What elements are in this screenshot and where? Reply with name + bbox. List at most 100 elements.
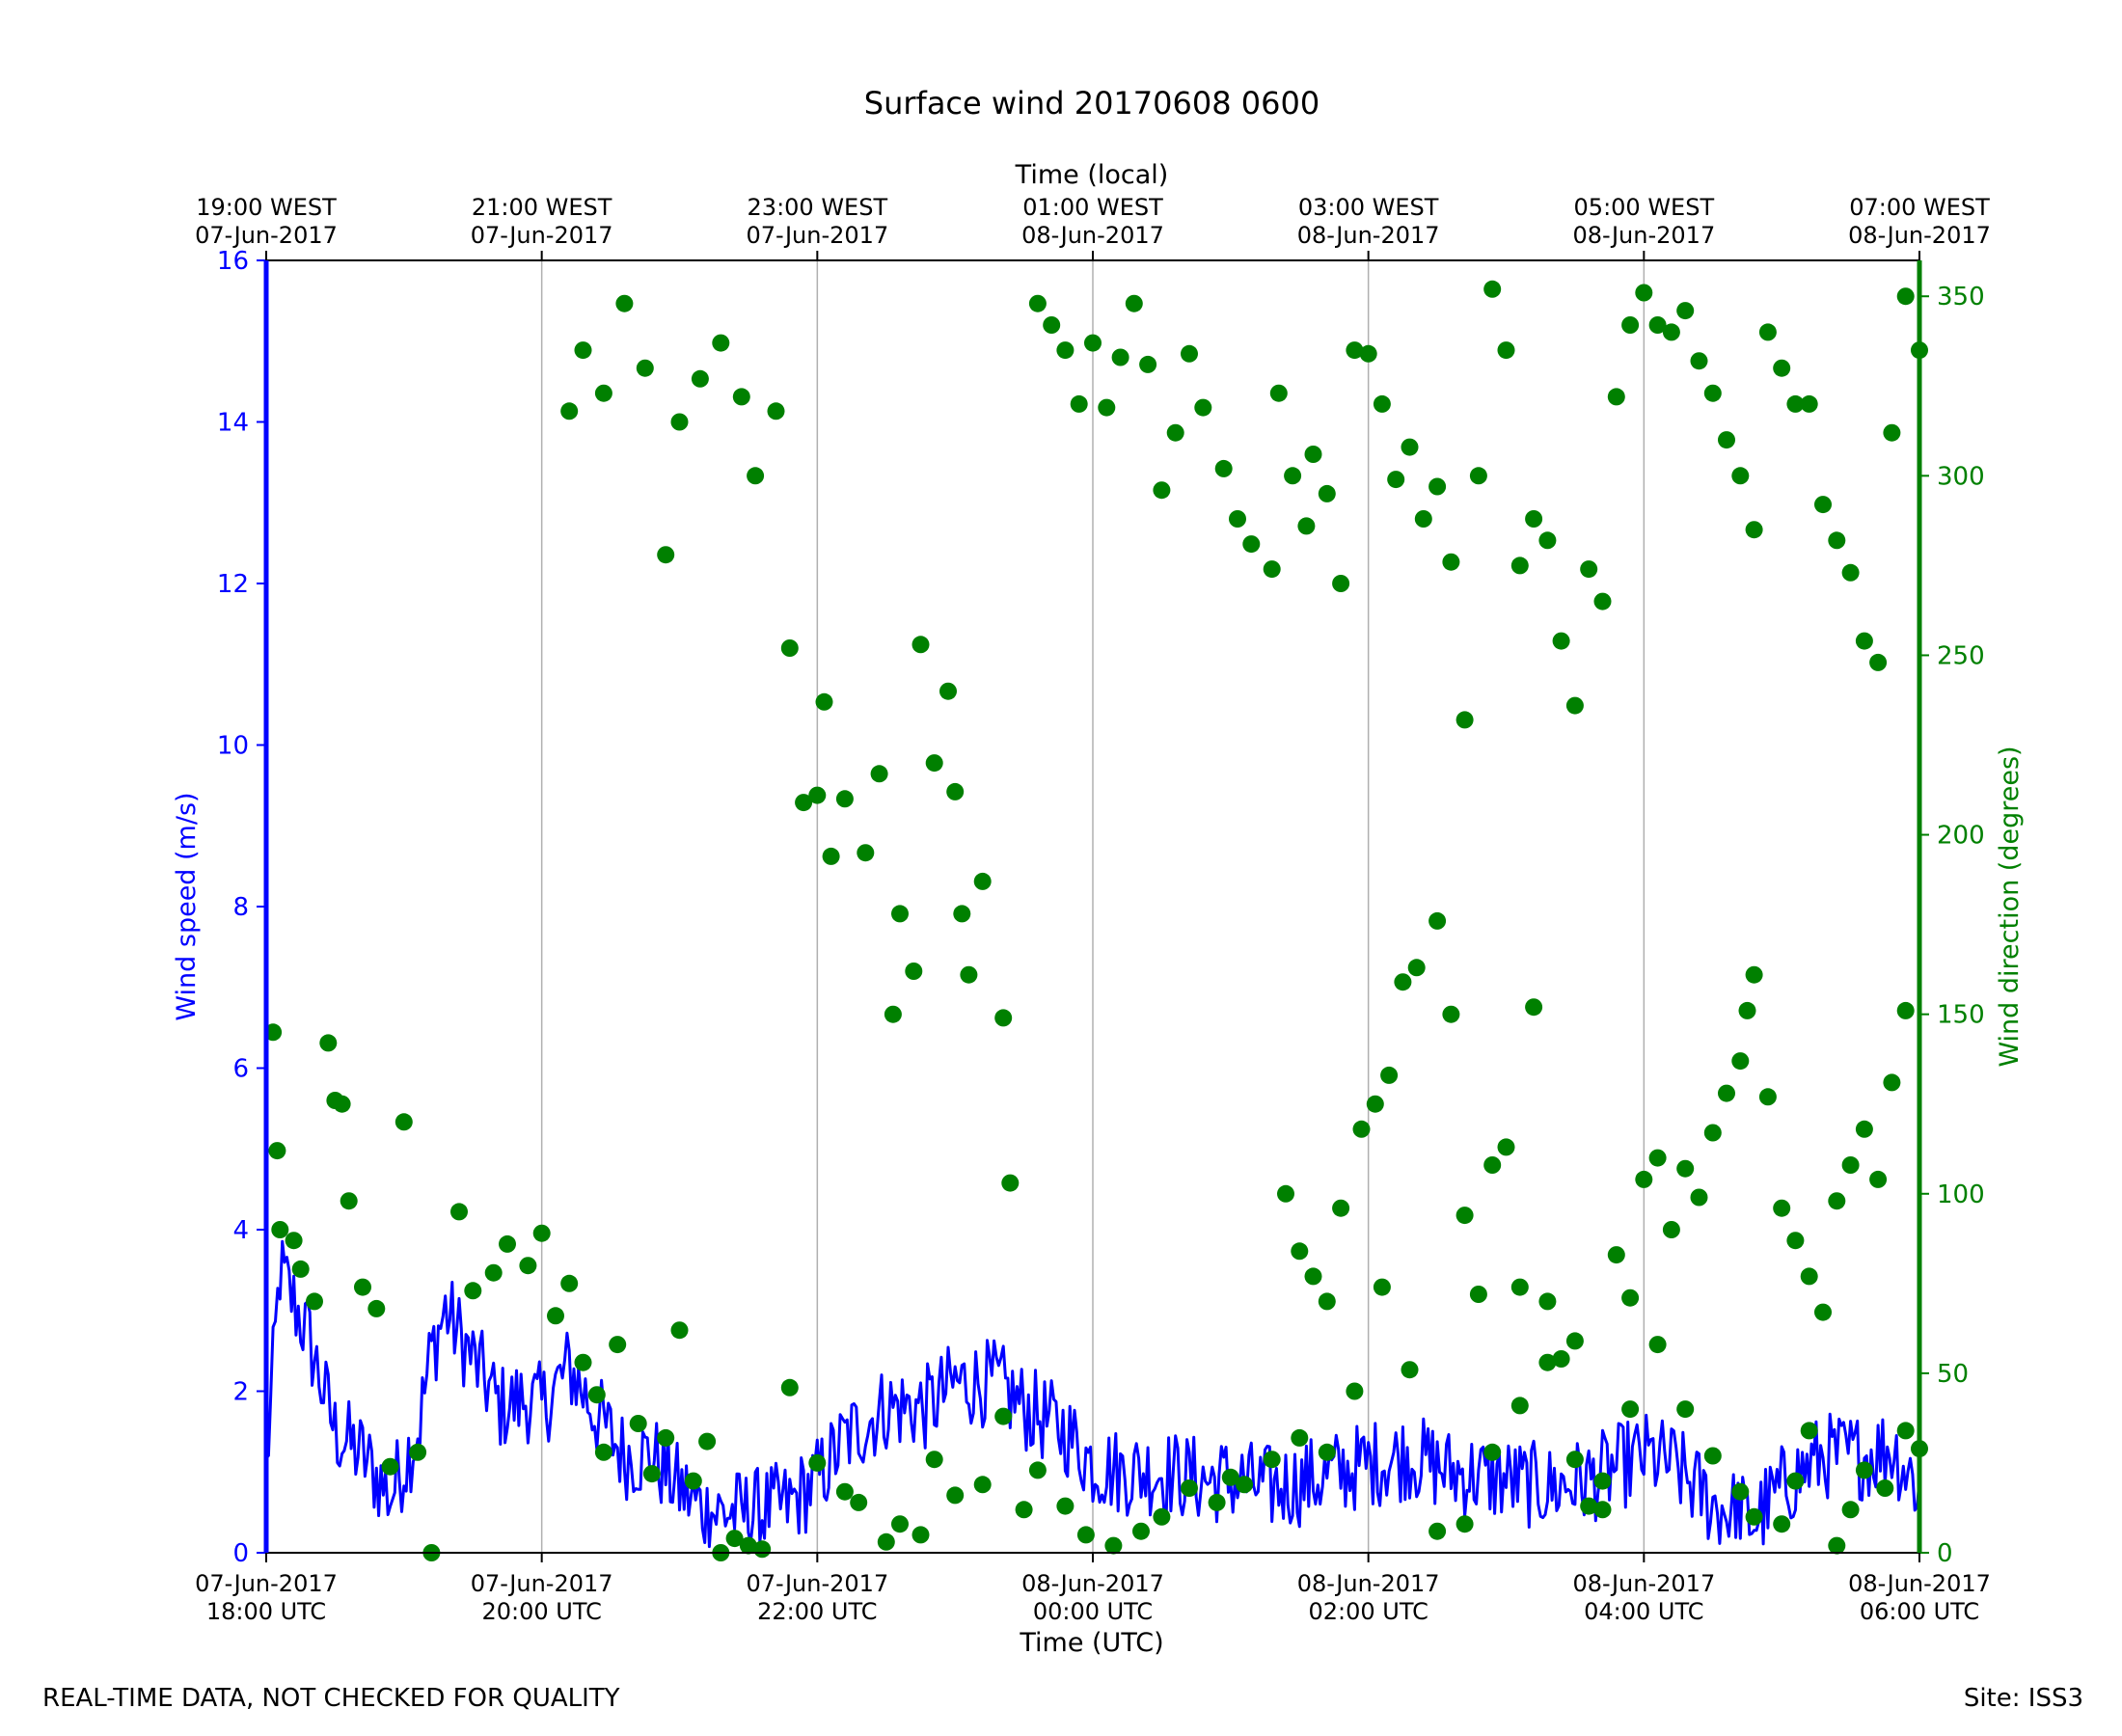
wind-direction-point xyxy=(670,1321,689,1340)
wind-direction-point xyxy=(1869,653,1888,671)
wind-direction-point xyxy=(1098,398,1116,417)
wind-direction-point xyxy=(1076,1526,1095,1544)
wind-direction-point xyxy=(1284,467,1302,485)
wind-direction-point xyxy=(594,1443,612,1461)
site-label: Site: ISS3 xyxy=(1963,1684,2083,1713)
wind-direction-point xyxy=(712,334,730,352)
wind-direction-point xyxy=(1401,1361,1419,1379)
wind-direction-point xyxy=(381,1457,399,1476)
wind-direction-point xyxy=(1676,1400,1695,1419)
wind-direction-point xyxy=(319,1034,338,1052)
top-tick-label: 08-Jun-2017 xyxy=(1021,222,1164,249)
top-tick-label: 05:00 WEST xyxy=(1574,194,1715,221)
wind-direction-point xyxy=(1738,1001,1756,1019)
wind-direction-point xyxy=(822,847,840,865)
wind-direction-point xyxy=(560,1274,579,1292)
wind-direction-point xyxy=(1676,1159,1695,1178)
chart-title: Surface wind 20170608 0600 xyxy=(864,85,1319,122)
wind-direction-point xyxy=(1304,1267,1322,1286)
wind-direction-point xyxy=(1703,384,1722,402)
wind-direction-point xyxy=(835,1482,854,1501)
wind-direction-point xyxy=(1084,334,1102,352)
wind-direction-point xyxy=(264,1023,283,1042)
wind-direction-point xyxy=(691,369,709,388)
left-axis-label: Wind speed (m/s) xyxy=(172,792,202,1020)
bottom-tick-label: 00:00 UTC xyxy=(1033,1598,1153,1625)
wind-direction-point xyxy=(1318,1443,1336,1461)
wind-direction-point xyxy=(1291,1242,1309,1261)
left-tick-label: 0 xyxy=(232,1539,249,1568)
wind-direction-point xyxy=(1428,1522,1447,1540)
grid-lines xyxy=(540,260,1646,1553)
wind-direction-point xyxy=(1662,323,1680,341)
wind-direction-point xyxy=(1318,1292,1336,1311)
bottom-tick-label: 06:00 UTC xyxy=(1860,1598,1979,1625)
wind-direction-point xyxy=(1745,965,1763,984)
wind-direction-point xyxy=(1214,459,1233,477)
right-tick-label: 250 xyxy=(1937,641,1985,670)
wind-direction-point xyxy=(1291,1428,1309,1447)
wind-direction-point xyxy=(1028,1461,1047,1479)
left-tick-label: 6 xyxy=(232,1055,249,1084)
wind-direction-point xyxy=(1428,477,1447,496)
wind-direction-point xyxy=(560,402,579,420)
wind-direction-point xyxy=(1565,696,1584,715)
wind-direction-point xyxy=(1442,553,1460,571)
wind-direction-point xyxy=(609,1336,627,1354)
wind-direction-point xyxy=(1648,1149,1667,1167)
bottom-tick-label: 08-Jun-2017 xyxy=(1297,1570,1440,1597)
wind-direction-point xyxy=(877,1533,895,1551)
wind-direction-point xyxy=(1580,1497,1598,1515)
top-tick-label: 08-Jun-2017 xyxy=(1297,222,1440,249)
wind-direction-point xyxy=(1221,1468,1239,1486)
wind-direction-point xyxy=(574,1353,592,1371)
wind-direction-point xyxy=(450,1203,468,1221)
wind-direction-point xyxy=(1607,1246,1625,1264)
wind-direction-point xyxy=(1104,1536,1123,1555)
left-tick-label: 14 xyxy=(217,409,249,438)
wind-direction-point xyxy=(1703,1124,1722,1142)
tick-labels: 0 2 4 6 8 10 12 14 16 0 50 100 150 200 250 300 350 07-Jun… xyxy=(195,194,1991,1625)
wind-direction-point xyxy=(1800,394,1818,413)
right-tick-label: 300 xyxy=(1937,462,1985,491)
wind-direction-point xyxy=(306,1292,323,1311)
top-axis-label: Time (local) xyxy=(1015,160,1169,190)
wind-direction-point xyxy=(1359,344,1377,363)
wind-direction-point xyxy=(1242,535,1261,554)
bottom-tick-label: 08-Jun-2017 xyxy=(1021,1570,1164,1597)
wind-direction-point xyxy=(946,1486,965,1505)
wind-direction-point xyxy=(1773,359,1791,377)
bottom-tick-label: 04:00 UTC xyxy=(1584,1598,1703,1625)
wind-direction-point xyxy=(1786,1472,1805,1490)
wind-direction-point xyxy=(1153,481,1171,500)
wind-direction-point xyxy=(1380,1066,1399,1084)
wind-direction-point xyxy=(1745,521,1763,539)
wind-direction-point xyxy=(1387,471,1405,489)
wind-direction-point xyxy=(1407,959,1426,977)
top-tick-label: 08-Jun-2017 xyxy=(1848,222,1991,249)
wind-direction-point xyxy=(1394,973,1412,991)
wind-direction-point xyxy=(1896,1422,1915,1440)
top-tick-label: 23:00 WEST xyxy=(748,194,888,221)
wind-direction-point xyxy=(1483,1156,1502,1174)
wind-direction-point xyxy=(1194,398,1212,417)
wind-direction-point xyxy=(484,1263,503,1282)
wind-direction-point xyxy=(1745,1507,1763,1526)
wind-direction-point xyxy=(1455,1207,1474,1225)
wind-direction-point xyxy=(1181,1479,1198,1497)
wind-direction-point xyxy=(1455,1515,1474,1533)
wind-direction-point xyxy=(1318,484,1336,502)
wind-direction-point xyxy=(1676,302,1695,320)
wind-direction-point xyxy=(1297,517,1316,535)
wind-direction-point xyxy=(657,546,675,564)
wind-direction-point xyxy=(1773,1199,1791,1217)
wind-direction-point xyxy=(354,1278,371,1296)
wind-direction-point xyxy=(960,965,978,984)
top-tick-label: 01:00 WEST xyxy=(1022,194,1163,221)
wind-direction-point xyxy=(1111,348,1129,366)
wind-direction-point xyxy=(911,636,930,654)
bottom-tick-label: 02:00 UTC xyxy=(1308,1598,1428,1625)
wind-direction-point xyxy=(1828,1192,1846,1210)
wind-direction-point xyxy=(905,963,923,980)
wind-direction-point xyxy=(850,1493,868,1511)
